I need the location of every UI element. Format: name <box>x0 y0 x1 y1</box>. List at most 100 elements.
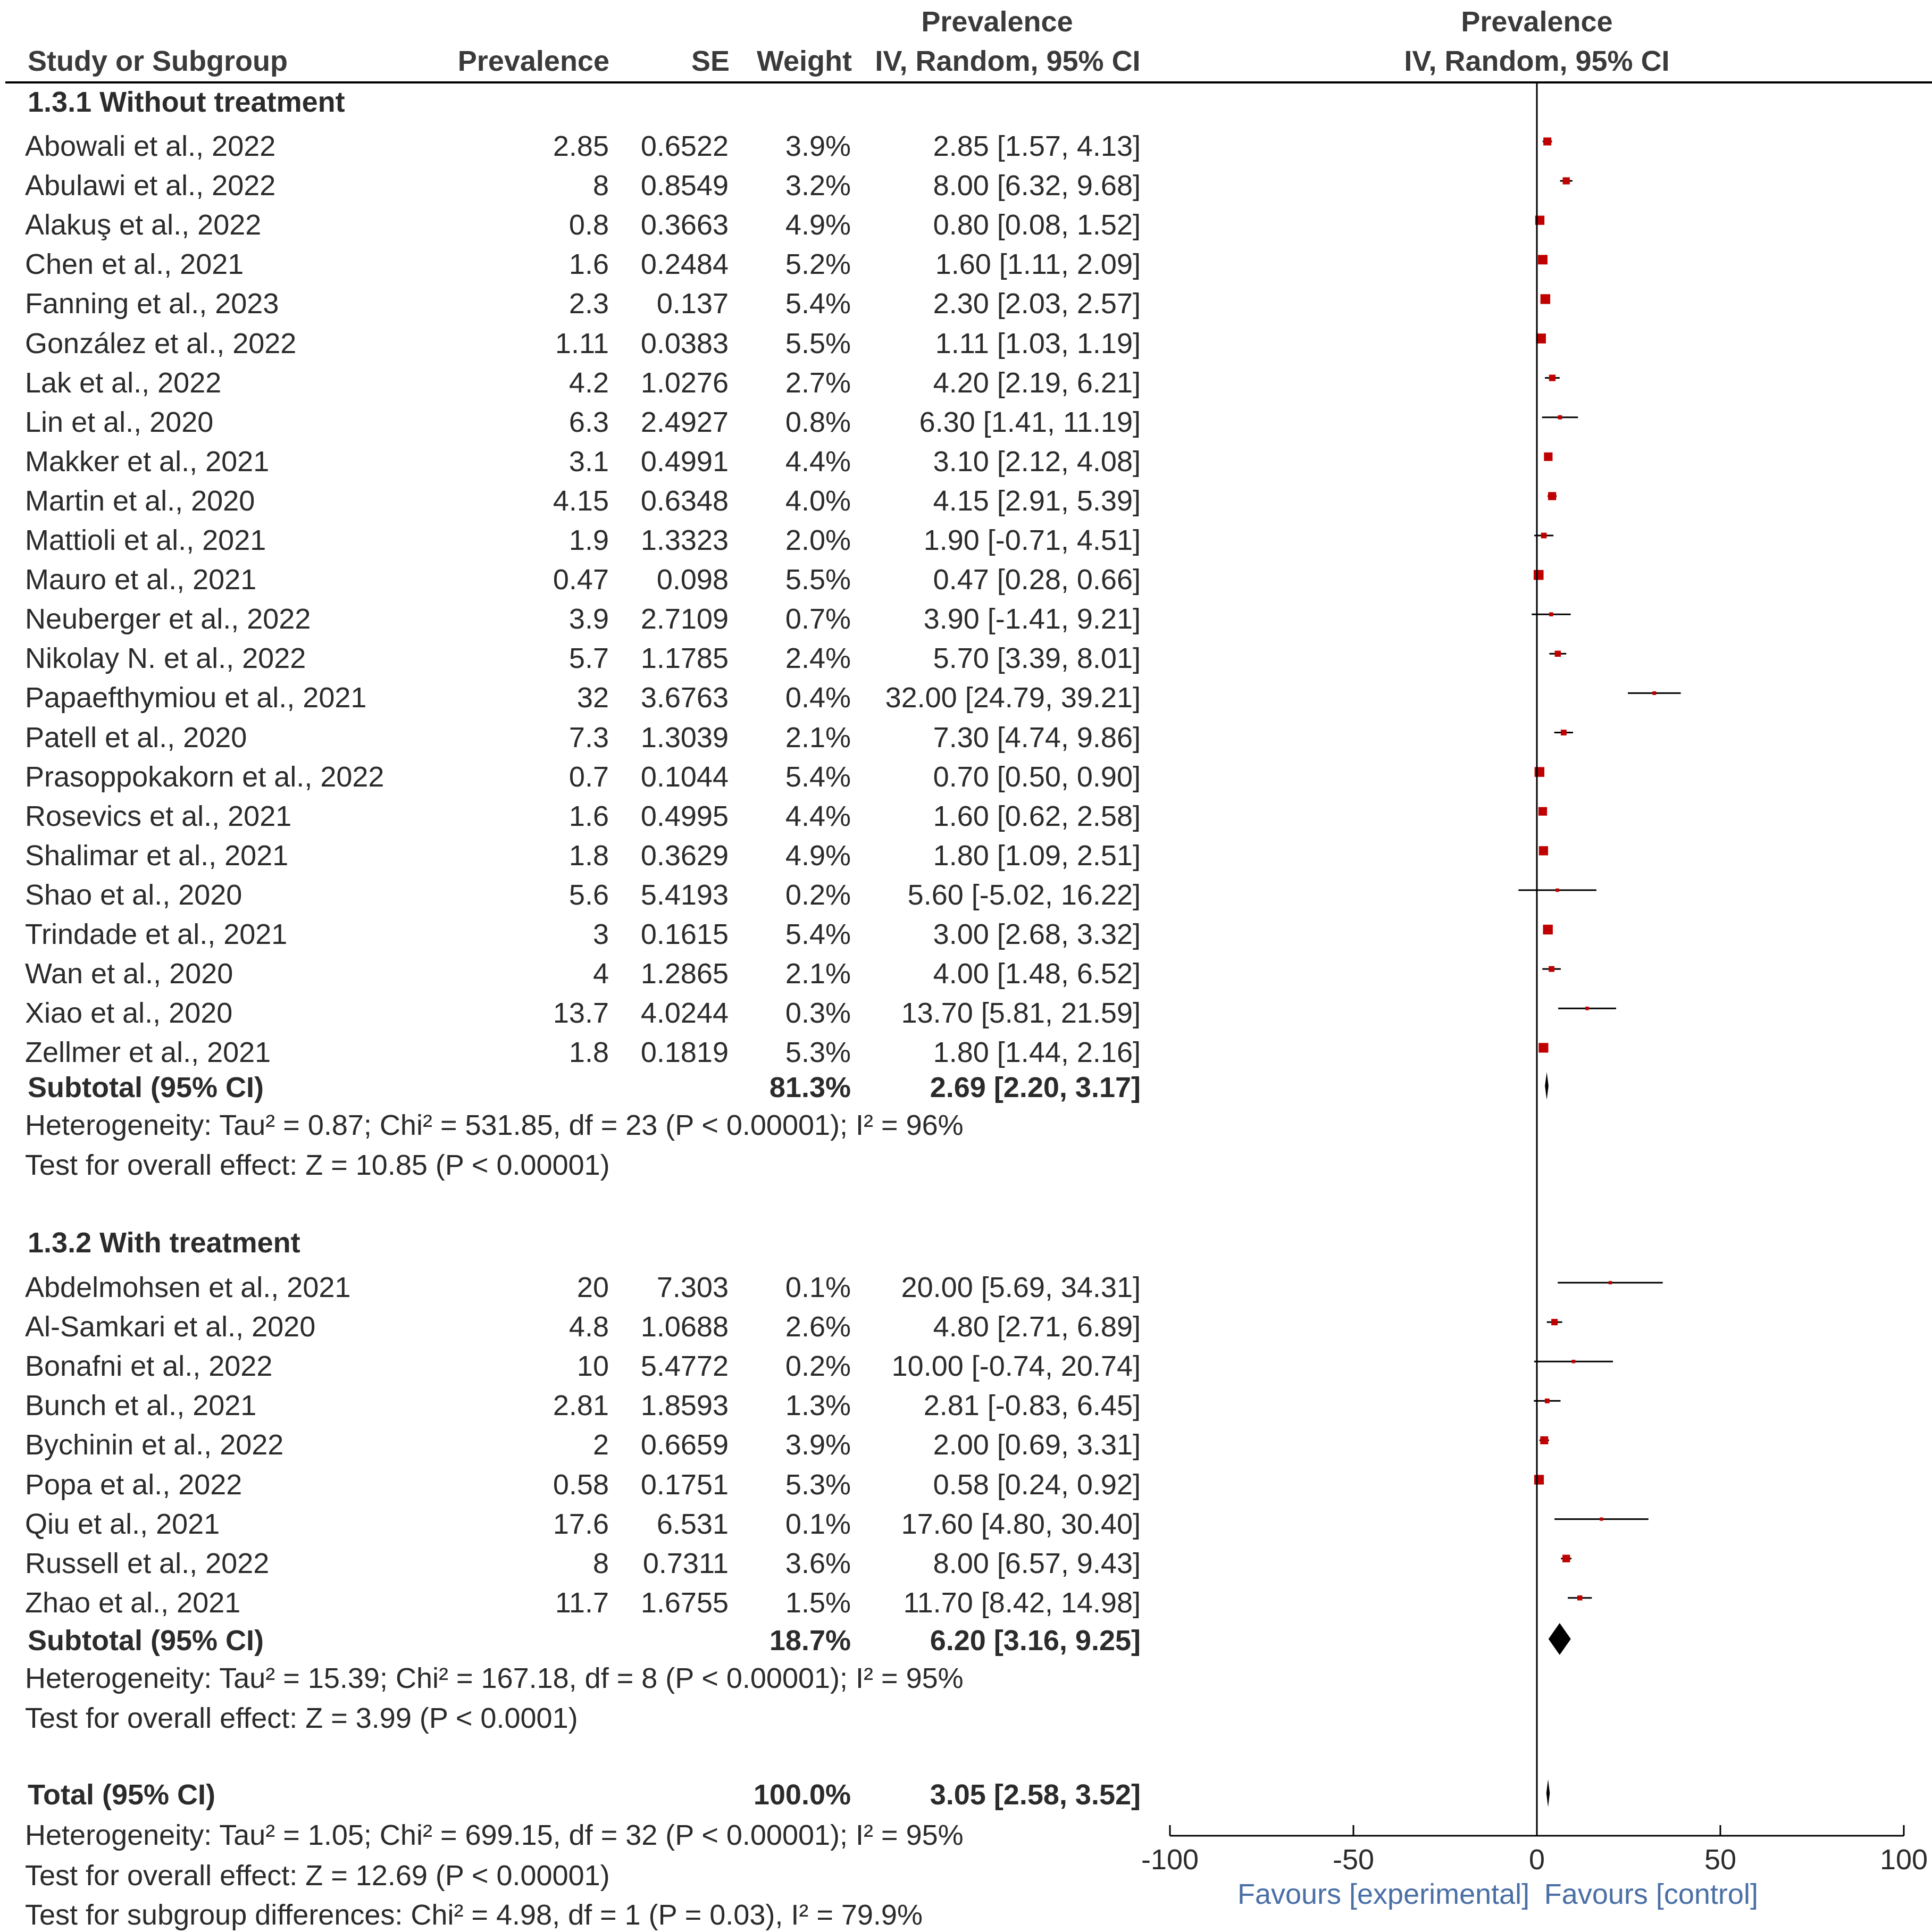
se-cell: 6.531 <box>656 1508 729 1540</box>
study-row: Makker et al., 2021 3.1 0.4991 4.4% 3.10 [2.… <box>0 442 1170 481</box>
se-cell: 1.3039 <box>640 721 729 754</box>
ci-cell: 2.00 [0.69, 3.31] <box>933 1429 1141 1461</box>
se-cell: 0.4991 <box>640 445 729 478</box>
se-cell: 0.3629 <box>640 839 729 872</box>
total-row: Total (95% CI) 100.0% 3.05 [2.58, 3.52] <box>0 1775 1170 1814</box>
weight-square <box>1577 1595 1583 1601</box>
study-row: Fanning et al., 2023 2.3 0.137 5.4% 2.30 [2.… <box>0 284 1170 323</box>
ci-cell: 3.05 [2.58, 3.52] <box>930 1779 1141 1811</box>
weight-cell: 0.1% <box>785 1272 851 1303</box>
subgroup-difference-text: Test for subgroup differences: Chi² = 4.… <box>25 1899 923 1931</box>
prev-cell: 13.7 <box>553 997 609 1030</box>
pooled-diamond <box>1548 1623 1571 1655</box>
header-effect-top: Prevalence <box>921 6 1073 38</box>
prev-cell: 7.3 <box>568 721 609 754</box>
subgroup-title: 1.3.2 With treatment <box>0 1223 1170 1262</box>
weight-cell: 5.5% <box>785 564 851 596</box>
se-cell: 0.0383 <box>640 327 729 359</box>
plot-area: -100 -50 0 50 100 Favours [experimental] Favou… <box>1141 82 1928 1910</box>
se-cell: 0.6522 <box>640 130 729 162</box>
weight-square <box>1538 1043 1549 1053</box>
favours-right-label: Favours [control] <box>1544 1878 1758 1910</box>
name-cell: Lak et al., 2022 <box>25 366 222 399</box>
ci-cell: 0.70 [0.50, 0.90] <box>933 760 1141 793</box>
subtotal-row: Subtotal (95% CI) 18.7% 6.20 [3.16, 9.25] <box>0 1621 1170 1660</box>
weight-cell: 3.9% <box>785 130 851 162</box>
ci-cell: 5.70 [3.39, 8.01] <box>933 642 1141 675</box>
weight-square <box>1551 1319 1558 1326</box>
prev-cell: 4.8 <box>568 1311 609 1343</box>
weight-cell: 5.4% <box>785 288 851 320</box>
name-cell: Zellmer et al., 2021 <box>25 1036 271 1069</box>
prev-cell: 1.6 <box>568 248 609 281</box>
name-cell: Abulawi et al., 2022 <box>25 170 276 202</box>
name-cell: Qiu et al., 2021 <box>25 1508 220 1540</box>
weight-square <box>1540 294 1551 304</box>
name-cell: Shao et al., 2020 <box>25 879 242 911</box>
weight-cell: 3.9% <box>785 1429 851 1461</box>
prev-cell: 0.58 <box>553 1468 609 1501</box>
weight-cell: 4.9% <box>785 209 851 241</box>
se-cell: 0.1044 <box>640 760 729 793</box>
weight-cell: 3.6% <box>785 1547 851 1579</box>
prev-cell: 1.11 <box>555 327 609 359</box>
study-row: Rosevics et al., 2021 1.6 0.4995 4.4% 1.60 [… <box>0 797 1170 836</box>
se-cell: 5.4772 <box>640 1350 729 1383</box>
weight-cell: 4.9% <box>785 839 851 872</box>
weight-cell: 5.3% <box>785 1468 851 1501</box>
se-cell: 1.2865 <box>640 958 729 990</box>
weight-square <box>1571 1359 1576 1364</box>
name-cell: Nikolay N. et al., 2022 <box>25 642 306 675</box>
weight-square <box>1549 374 1556 381</box>
study-row: Popa et al., 2022 0.58 0.1751 5.3% 0.58 [0.2… <box>0 1465 1170 1504</box>
prev-cell: 4.2 <box>568 366 609 399</box>
weight-cell: 100.0% <box>753 1779 851 1811</box>
header-plot-bottom: IV, Random, 95% CI <box>1404 45 1670 77</box>
name-cell: Martin et al., 2020 <box>25 484 255 517</box>
name-cell: Zhao et al., 2021 <box>25 1586 241 1619</box>
prev-cell: 5.7 <box>568 642 609 675</box>
weight-cell: 0.3% <box>785 997 851 1030</box>
ci-cell: 10.00 [-0.74, 20.74] <box>891 1350 1141 1383</box>
weight-cell: 1.3% <box>785 1390 851 1422</box>
pooled-diamond <box>1545 1072 1549 1100</box>
weight-cell: 18.7% <box>769 1625 851 1657</box>
prev-cell: 8 <box>592 1547 609 1579</box>
name-cell: Fanning et al., 2023 <box>25 288 279 320</box>
name-cell: Al-Samkari et al., 2020 <box>25 1311 316 1343</box>
favours-left-label: Favours [experimental] <box>1237 1878 1529 1910</box>
se-cell: 0.098 <box>656 564 729 596</box>
weight-square <box>1558 415 1562 420</box>
weight-square <box>1538 807 1548 816</box>
subtotal-label: Subtotal (95% CI) <box>28 1625 264 1657</box>
se-cell: 1.0688 <box>640 1311 729 1343</box>
weight-cell: 0.1% <box>785 1508 851 1540</box>
ci-cell: 11.70 [8.42, 14.98] <box>903 1586 1141 1619</box>
ci-cell: 4.80 [2.71, 6.89] <box>933 1311 1141 1343</box>
prev-cell: 10 <box>576 1350 609 1383</box>
se-cell: 0.4995 <box>640 800 729 832</box>
ci-cell: 0.47 [0.28, 0.66] <box>933 564 1141 596</box>
weight-square <box>1534 1475 1544 1485</box>
ci-cell: 4.20 [2.19, 6.21] <box>933 366 1141 399</box>
subtotal-row: Subtotal (95% CI) 81.3% 2.69 [2.20, 3.17] <box>0 1068 1170 1107</box>
name-cell: Papaefthymiou et al., 2021 <box>25 682 367 714</box>
x-tick-label: 100 <box>1880 1844 1928 1876</box>
se-cell: 4.0244 <box>640 997 729 1030</box>
prev-cell: 32 <box>576 682 609 714</box>
name-cell: Patell et al., 2020 <box>25 721 247 754</box>
name-cell: Popa et al., 2022 <box>25 1468 242 1501</box>
name-cell: Bunch et al., 2021 <box>25 1390 257 1422</box>
weight-square <box>1536 333 1546 344</box>
name-cell: Bychinin et al., 2022 <box>25 1429 284 1461</box>
subtotal-label: Subtotal (95% CI) <box>28 1072 264 1103</box>
weight-cell: 0.4% <box>785 682 851 714</box>
name-cell: Alakuş et al., 2022 <box>25 209 262 241</box>
study-row: González et al., 2022 1.11 0.0383 5.5% 1.11 … <box>0 324 1170 363</box>
weight-square <box>1549 612 1553 617</box>
prev-cell: 1.8 <box>568 839 609 872</box>
x-tick-label: 50 <box>1704 1844 1736 1876</box>
se-cell: 1.8593 <box>640 1390 729 1422</box>
study-row: Qiu et al., 2021 17.6 6.531 0.1% 17.60 [4.80… <box>0 1504 1170 1544</box>
